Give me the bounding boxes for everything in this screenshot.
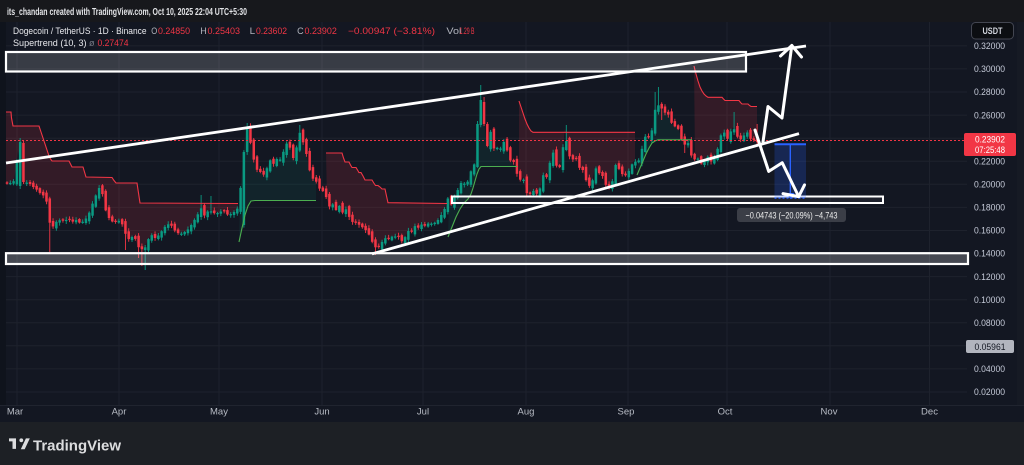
- svg-text:0.28000: 0.28000: [974, 87, 1005, 97]
- svg-text:USDT: USDT: [983, 26, 1003, 37]
- svg-text:O: O: [151, 26, 157, 36]
- svg-text:ø: ø: [89, 38, 95, 48]
- svg-text:H: H: [200, 26, 207, 36]
- svg-text:1.29 B: 1.29 B: [460, 26, 475, 36]
- svg-text:0.10000: 0.10000: [974, 295, 1005, 305]
- svg-text:Apr: Apr: [112, 407, 127, 418]
- svg-text:Sep: Sep: [618, 407, 635, 418]
- svg-text:0.30000: 0.30000: [974, 64, 1005, 74]
- svg-text:0.26000: 0.26000: [974, 110, 1005, 120]
- svg-text:0.02000: 0.02000: [974, 387, 1005, 397]
- svg-text:Vol: Vol: [446, 26, 461, 36]
- svg-text:May: May: [210, 407, 228, 418]
- svg-text:Jul: Jul: [417, 407, 429, 418]
- svg-text:0.16000: 0.16000: [974, 226, 1005, 236]
- svg-text:L: L: [250, 26, 256, 36]
- svg-text:0.14000: 0.14000: [974, 249, 1005, 259]
- svg-text:−0.00947 (−3.81%): −0.00947 (−3.81%): [348, 26, 435, 36]
- svg-text:0.22000: 0.22000: [974, 156, 1005, 166]
- svg-text:0.27474: 0.27474: [98, 38, 129, 48]
- svg-text:0.23602: 0.23602: [256, 26, 287, 36]
- svg-text:0.32000: 0.32000: [974, 41, 1005, 51]
- svg-text:C: C: [297, 26, 304, 36]
- svg-text:Mar: Mar: [7, 407, 23, 418]
- svg-text:0.20000: 0.20000: [974, 180, 1005, 190]
- svg-text:Nov: Nov: [821, 407, 838, 418]
- svg-text:0.08000: 0.08000: [974, 318, 1005, 328]
- svg-text:its_chandan created with Tradi: its_chandan created with TradingView.com…: [7, 7, 247, 18]
- svg-text:0.23902: 0.23902: [975, 135, 1005, 145]
- svg-text:Dec: Dec: [921, 407, 938, 418]
- svg-text:0.04000: 0.04000: [974, 364, 1005, 374]
- svg-text:Oct: Oct: [718, 407, 733, 418]
- svg-text:Supertrend (10, 3): Supertrend (10, 3): [13, 38, 87, 48]
- svg-text:0.05961: 0.05961: [975, 342, 1006, 352]
- svg-text:0.18000: 0.18000: [974, 203, 1005, 213]
- svg-text:TradingView: TradingView: [33, 438, 121, 455]
- svg-text:0.25403: 0.25403: [208, 26, 241, 36]
- svg-text:−0.04743 (−20.09%) −4,743: −0.04743 (−20.09%) −4,743: [746, 211, 838, 222]
- svg-text:Dogecoin / TetherUS · 1D · Bin: Dogecoin / TetherUS · 1D · Binance: [13, 26, 147, 36]
- svg-text:Aug: Aug: [518, 407, 535, 418]
- svg-text:Jun: Jun: [314, 407, 329, 418]
- svg-text:0.12000: 0.12000: [974, 272, 1005, 282]
- svg-text:0.24850: 0.24850: [158, 26, 190, 36]
- svg-text:07:25:48: 07:25:48: [975, 145, 1005, 155]
- svg-text:0.23902: 0.23902: [305, 26, 337, 36]
